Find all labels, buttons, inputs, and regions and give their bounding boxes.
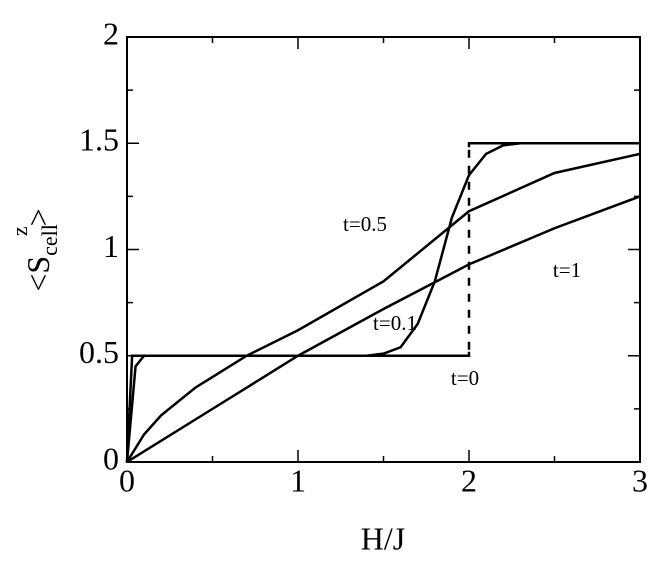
x-axis-label: H/J: [361, 520, 405, 556]
y-tick-label: 0: [103, 440, 119, 476]
series-line: [126, 195, 641, 464]
series-line: [125, 152, 641, 463]
x-tick-label: 3: [632, 462, 648, 498]
x-tick-label: 1: [290, 462, 306, 498]
y-label-sub: cell: [37, 224, 62, 256]
y-axis-label: <Scellz>: [7, 208, 62, 291]
x-tick-label: 2: [461, 462, 477, 498]
y-tick-label: 1.5: [79, 122, 119, 158]
y-label-end: >: [20, 208, 56, 226]
y-tick-label: 2: [103, 15, 119, 51]
y-tick-label: 0.5: [79, 334, 119, 370]
series-label: t=0.1: [373, 311, 417, 335]
series-label: t=0: [451, 366, 479, 390]
y-tick-label: 1: [103, 228, 119, 264]
series-line: [125, 142, 640, 463]
plot-frame: [126, 36, 641, 463]
x-tick-label: 0: [119, 462, 135, 498]
series-label: t=1: [553, 258, 581, 282]
y-label-main: <S: [20, 256, 56, 292]
series-label: t=0.5: [343, 212, 387, 236]
y-label-sup: z: [7, 226, 32, 236]
